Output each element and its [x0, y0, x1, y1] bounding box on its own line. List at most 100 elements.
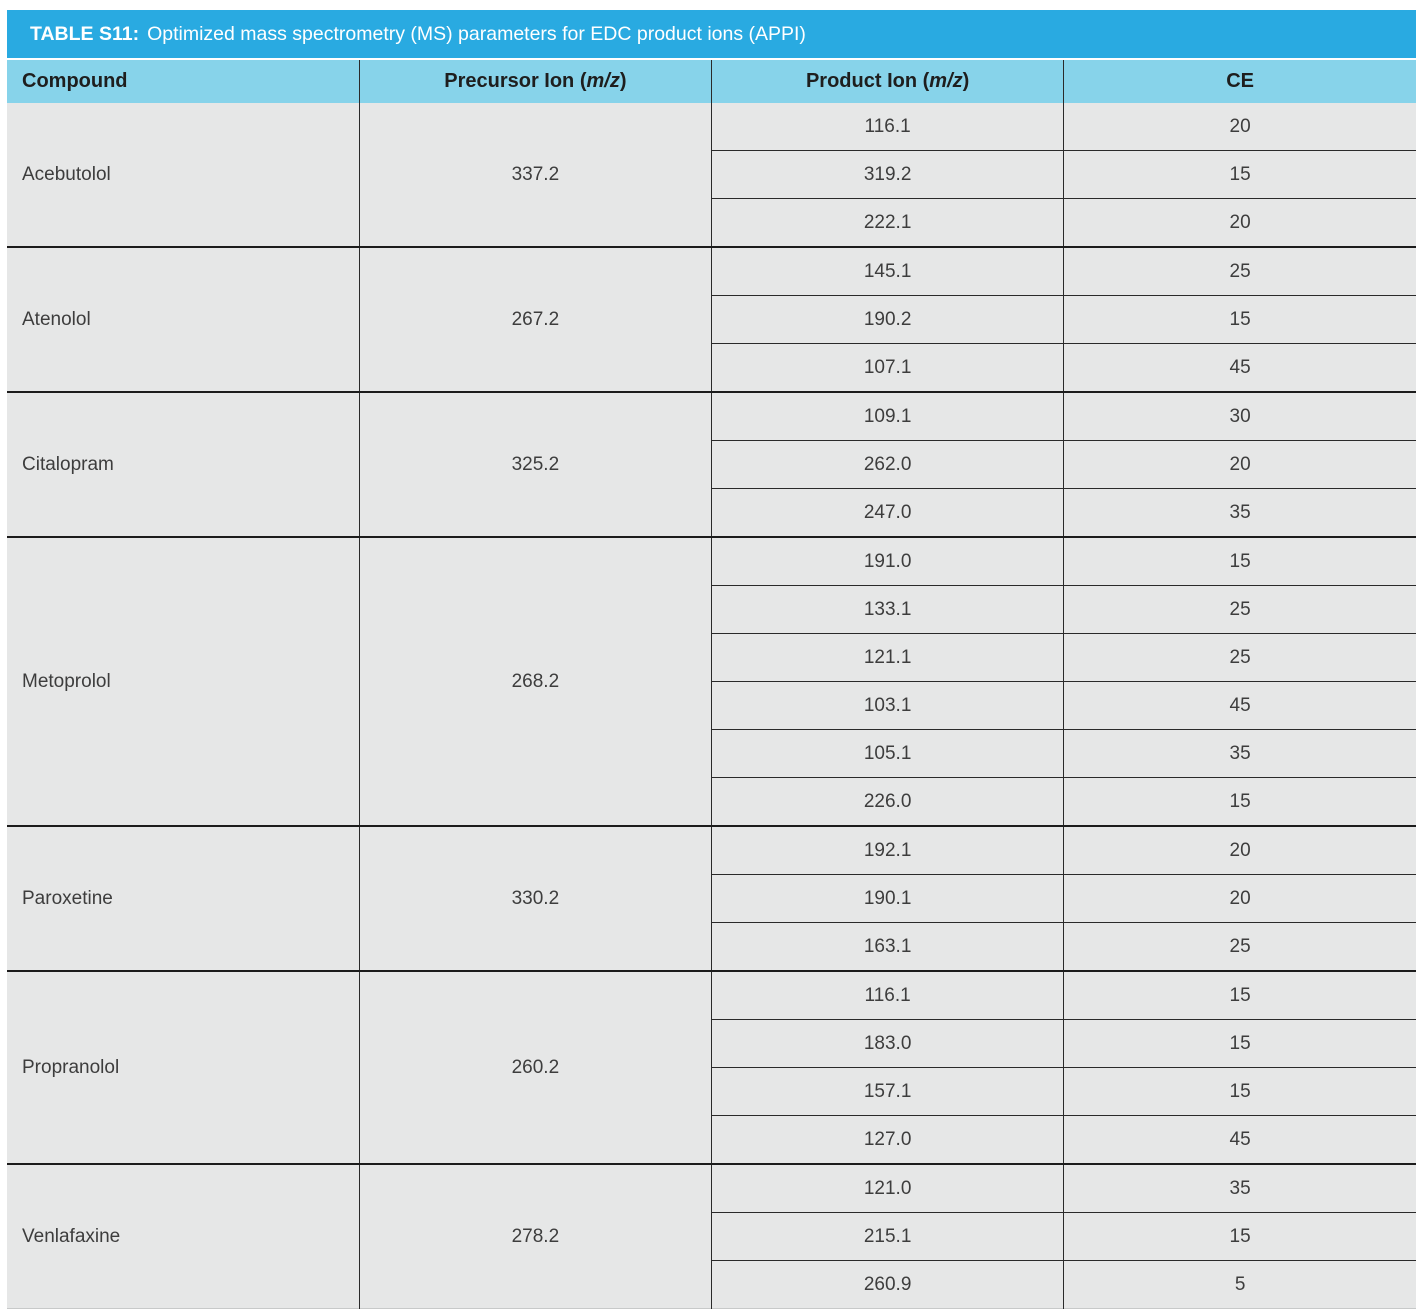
- column-header-compound: Compound: [7, 60, 360, 103]
- precursor-cell: 278.2: [358, 1163, 712, 1309]
- table-row: 226.0 15: [7, 777, 1416, 826]
- column-header-ce: CE: [1063, 60, 1416, 103]
- ce-cell: 25: [1063, 246, 1416, 296]
- table-row: Atenolol 267.2 145.1 25: [7, 246, 1416, 392]
- ce-cell: 35: [1063, 488, 1416, 537]
- table-row: 319.2 15: [7, 150, 1416, 199]
- precursor-cell: 337.2: [358, 103, 712, 247]
- product-ion-cell: 145.1: [710, 246, 1064, 296]
- product-ion-cell: 226.0: [710, 777, 1064, 826]
- product-ion-cell: 190.2: [710, 295, 1064, 344]
- ce-cell: 15: [1063, 777, 1416, 826]
- ce-cell: 20: [1063, 825, 1416, 875]
- table-row: 190.1 20: [7, 874, 1416, 923]
- ce-cell: 15: [1063, 150, 1416, 199]
- table-row: Metoprolol 268.2 191.0 15: [7, 536, 1416, 826]
- table-row: Propranolol 260.2 116.1 15: [7, 970, 1416, 1164]
- table-row: 190.2 15: [7, 295, 1416, 344]
- product-ion-cell: 127.0: [710, 1115, 1064, 1164]
- column-header-product-ion: Product Ion (m/z): [710, 60, 1064, 103]
- ce-cell: 5: [1063, 1260, 1416, 1309]
- table-row: 247.0 35: [7, 488, 1416, 537]
- product-ion-cell: 260.9: [710, 1260, 1064, 1309]
- precursor-cell: 330.2: [358, 825, 712, 971]
- product-ion-cell: 157.1: [710, 1067, 1064, 1116]
- table-row: 105.1 35: [7, 729, 1416, 778]
- product-ion-cell: 190.1: [710, 874, 1064, 923]
- table-row: 103.1 45: [7, 681, 1416, 730]
- ce-cell: 15: [1063, 1067, 1416, 1116]
- ce-cell: 45: [1063, 681, 1416, 730]
- ce-cell: 25: [1063, 633, 1416, 682]
- table-title-bar: TABLE S11: Optimized mass spectrometry (…: [7, 10, 1416, 58]
- compound-cell: Acebutolol: [22, 163, 111, 185]
- compound-cell: Paroxetine: [7, 825, 360, 971]
- product-ion-cell: 105.1: [710, 729, 1064, 778]
- product-ion-cell: 215.1: [710, 1212, 1064, 1261]
- product-ion-cell: 319.2: [710, 150, 1064, 199]
- table-header: Compound Precursor Ion (m/z) Product Ion…: [7, 60, 1416, 103]
- ce-cell: 15: [1063, 536, 1416, 586]
- ce-cell: 15: [1063, 1212, 1416, 1261]
- ce-cell: 15: [1063, 970, 1416, 1020]
- ce-cell: 15: [1063, 295, 1416, 344]
- ce-cell: 25: [1063, 922, 1416, 971]
- table-row: Citalopram 325.2 109.1 30: [7, 391, 1416, 537]
- table-row: 222.1 20: [7, 198, 1416, 247]
- table-number-label: TABLE S11:: [30, 22, 140, 45]
- product-ion-cell: 121.0: [710, 1163, 1064, 1213]
- ce-cell: 25: [1063, 585, 1416, 634]
- ce-cell: 15: [1063, 1019, 1416, 1068]
- product-ion-cell: 107.1: [710, 343, 1064, 392]
- ce-cell: 20: [1063, 874, 1416, 923]
- table-row: 121.1 25: [7, 633, 1416, 682]
- ce-cell: 30: [1063, 391, 1416, 441]
- table-row: Venlafaxine 278.2 121.0 35: [7, 1163, 1416, 1309]
- ce-cell: 35: [1063, 1163, 1416, 1213]
- header-row: Compound Precursor Ion (m/z) Product Ion…: [7, 60, 1416, 103]
- compound-cell: Propranolol: [7, 970, 360, 1164]
- table-row: 215.1 15: [7, 1212, 1416, 1261]
- precursor-cell: 267.2: [358, 246, 712, 392]
- product-ion-cell: 192.1: [710, 825, 1064, 875]
- precursor-cell: 260.2: [358, 970, 712, 1164]
- product-ion-cell: 103.1: [710, 681, 1064, 730]
- product-ion-cell: 116.1: [710, 103, 1064, 151]
- ce-cell: 20: [1063, 103, 1416, 151]
- product-ion-cell: 247.0: [710, 488, 1064, 537]
- table-row: Paroxetine 330.2 192.1 20: [7, 825, 1416, 971]
- product-ion-cell: 183.0: [710, 1019, 1064, 1068]
- precursor-cell: 325.2: [358, 391, 712, 537]
- product-ion-cell: 116.1: [710, 970, 1064, 1020]
- product-ion-cell: 109.1: [710, 391, 1064, 441]
- compound-cell: Venlafaxine: [7, 1163, 360, 1309]
- table-row: Acebutolol 337.2 116.1 20: [7, 103, 1416, 247]
- product-ion-cell: 133.1: [710, 585, 1064, 634]
- product-ion-cell: 121.1: [710, 633, 1064, 682]
- compound-cell: Atenolol: [7, 246, 360, 392]
- table-row: 163.1 25: [7, 922, 1416, 971]
- product-ion-cell: 262.0: [710, 440, 1064, 489]
- ms-parameters-table: TABLE S11: Optimized mass spectrometry (…: [7, 10, 1416, 1309]
- table-row: 127.0 45: [7, 1115, 1416, 1164]
- precursor-cell: 268.2: [358, 536, 712, 826]
- ce-cell: 20: [1063, 440, 1416, 489]
- ce-cell: 45: [1063, 1115, 1416, 1164]
- column-header-precursor-ion: Precursor Ion (m/z): [358, 60, 712, 103]
- ce-cell: 35: [1063, 729, 1416, 778]
- table-row: 262.0 20: [7, 440, 1416, 489]
- ce-cell: 45: [1063, 343, 1416, 392]
- table-row: 133.1 25: [7, 585, 1416, 634]
- compound-cell: Metoprolol: [7, 536, 360, 826]
- table-row: 107.1 45: [7, 343, 1416, 392]
- ce-cell: 20: [1063, 198, 1416, 247]
- product-ion-cell: 222.1: [710, 198, 1064, 247]
- product-ion-cell: 163.1: [710, 922, 1064, 971]
- compound-cell: Citalopram: [7, 391, 360, 537]
- table-row: 183.0 15: [7, 1019, 1416, 1068]
- product-ion-cell: 191.0: [710, 536, 1064, 586]
- table-body: Acebutolol 337.2 116.1 20 319.2 15 222.1…: [7, 103, 1416, 1309]
- table-row: 157.1 15: [7, 1067, 1416, 1116]
- data-table: Compound Precursor Ion (m/z) Product Ion…: [7, 60, 1416, 1309]
- table-caption: Optimized mass spectrometry (MS) paramet…: [147, 22, 806, 45]
